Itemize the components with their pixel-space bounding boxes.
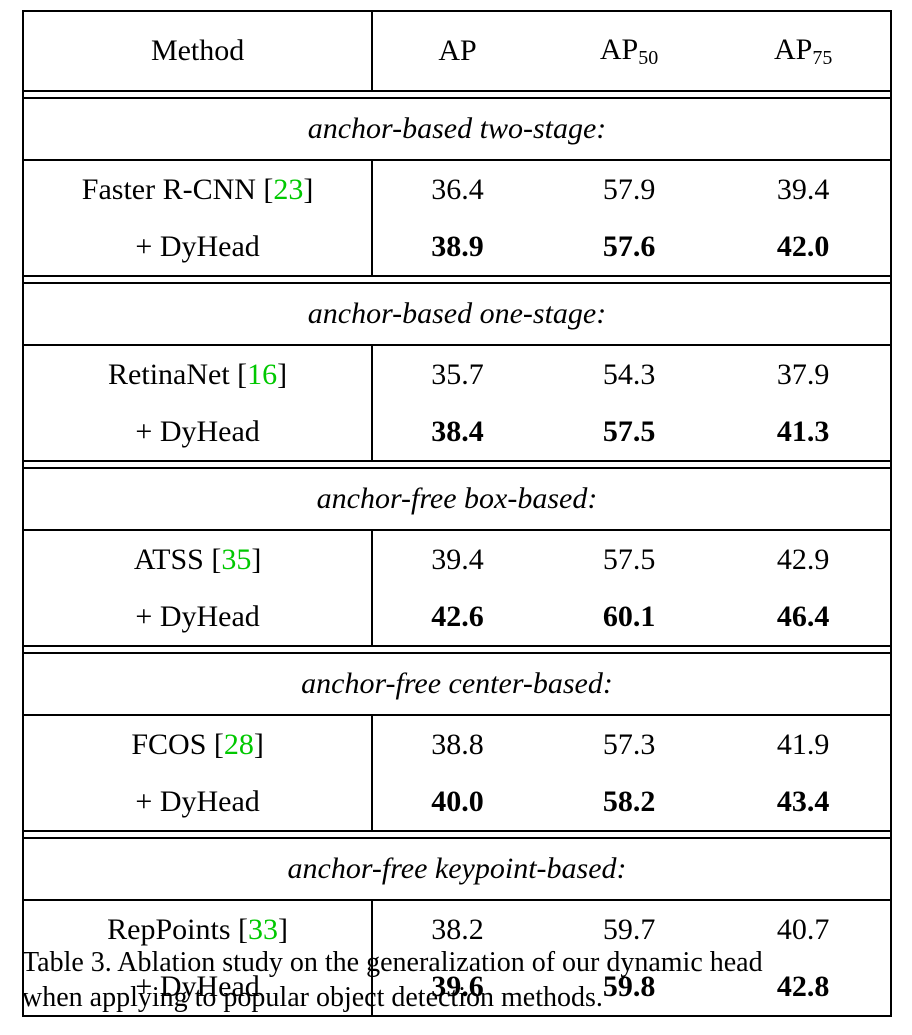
ap50-cell: 59.8: [541, 958, 717, 1017]
ap75-cell: 46.4: [716, 588, 892, 647]
ap-cell: 36.4: [431, 172, 484, 206]
citation-link[interactable]: 28: [223, 727, 254, 761]
caption-line-2: when applying to popular object detectio…: [22, 982, 603, 1013]
results-table-container: Method AP AP50 AP75 anchor-based two-sta…: [21, 10, 892, 1017]
ap50-cell: 57.5: [541, 403, 717, 462]
citation-link[interactable]: 23: [273, 172, 304, 206]
header-ap75: AP75: [716, 10, 892, 92]
ap-cell: 39.6: [372, 958, 542, 1017]
table-row: Faster R-CNN [23] 36.4 57.9 39.4: [21, 160, 892, 218]
ap-cell: 42.6: [372, 588, 542, 647]
method-cell: FCOS [28]: [21, 715, 374, 773]
method-cell: Faster R-CNN [23]: [21, 160, 374, 218]
ap75-cell: 40.7: [716, 900, 892, 958]
citation-link[interactable]: 33: [248, 912, 279, 946]
group-title: anchor-based two-stage:: [22, 98, 892, 161]
ap50-cell: 59.7: [602, 912, 656, 946]
ap50-cell: 58.2: [541, 773, 717, 832]
ap75-cell: 41.3: [716, 403, 892, 462]
ap-cell: 40.0: [372, 773, 542, 832]
header-row: Method AP AP50 AP75: [21, 10, 892, 92]
ap50-cell: 57.6: [541, 218, 717, 277]
table-row: + DyHead 38.4 57.5 41.3: [21, 403, 892, 462]
table-row: + DyHead 42.6 60.1 46.4: [21, 588, 892, 647]
table-row: ATSS [35] 39.4 57.5 42.9: [21, 530, 892, 588]
ap75-cell: 41.9: [716, 715, 892, 773]
method-cell: RepPoints [33]: [21, 900, 374, 958]
table-row: + DyHead 38.9 57.6 42.0: [21, 218, 892, 277]
method-cell: ATSS [35]: [21, 530, 374, 588]
ap50-cell: 57.9: [602, 172, 656, 206]
method-cell: + DyHead: [21, 588, 374, 647]
citation-link[interactable]: 35: [221, 542, 252, 576]
ap50-cell: 57.5: [602, 542, 656, 576]
caption-line-1: Table 3. Ablation study on the generaliz…: [22, 947, 763, 978]
method-cell: + DyHead: [21, 218, 374, 277]
citation-link[interactable]: 16: [247, 357, 278, 391]
ap50-cell: 57.3: [602, 727, 656, 761]
table-row: FCOS [28] 38.8 57.3 41.9: [21, 715, 892, 773]
ap75-cell: 39.4: [716, 160, 892, 218]
group-title: anchor-based one-stage:: [22, 283, 892, 346]
table-row: + DyHead 40.0 58.2 43.4: [21, 773, 892, 832]
ap-cell: 38.2: [431, 912, 484, 946]
ap-cell: 38.8: [431, 727, 484, 761]
results-table: Method AP AP50 AP75 anchor-based two-sta…: [21, 10, 892, 1017]
table-caption: Table 3. Ablation study on the generaliz…: [22, 945, 902, 1015]
table-row: + DyHead 39.6 59.8 42.8: [21, 958, 892, 1017]
group-title: anchor-free center-based:: [22, 653, 892, 716]
table-row: RetinaNet [16] 35.7 54.3 37.9: [21, 345, 892, 403]
group-row-two-stage: anchor-based two-stage:: [22, 98, 892, 161]
ap-cell: 39.4: [431, 542, 484, 576]
method-cell: + DyHead: [21, 773, 374, 832]
group-title: anchor-free box-based:: [22, 468, 892, 531]
ap-cell: 38.9: [372, 218, 542, 277]
method-cell: RetinaNet [16]: [21, 345, 374, 403]
group-row-one-stage: anchor-based one-stage:: [22, 283, 892, 346]
group-title: anchor-free keypoint-based:: [22, 838, 892, 901]
header-method: Method: [21, 10, 374, 92]
ap75-cell: 43.4: [716, 773, 892, 832]
ap-cell: 35.7: [431, 357, 484, 391]
header-ap: AP: [372, 10, 542, 92]
header-ap50: AP50: [541, 10, 717, 92]
method-cell: + DyHead: [21, 403, 374, 462]
group-row-center-based: anchor-free center-based:: [22, 653, 892, 716]
group-row-box-based: anchor-free box-based:: [22, 468, 892, 531]
ap50-cell: 60.1: [541, 588, 717, 647]
ap75-cell: 42.9: [716, 530, 892, 588]
ap50-cell: 54.3: [602, 357, 656, 391]
ap75-cell: 42.8: [716, 958, 892, 1017]
table-row: RepPoints [33] 38.2 59.7 40.7: [21, 900, 892, 958]
group-row-keypoint-based: anchor-free keypoint-based:: [22, 838, 892, 901]
ap75-cell: 37.9: [716, 345, 892, 403]
ap75-cell: 42.0: [716, 218, 892, 277]
ap-cell: 38.4: [372, 403, 542, 462]
method-cell: + DyHead: [21, 958, 374, 1017]
